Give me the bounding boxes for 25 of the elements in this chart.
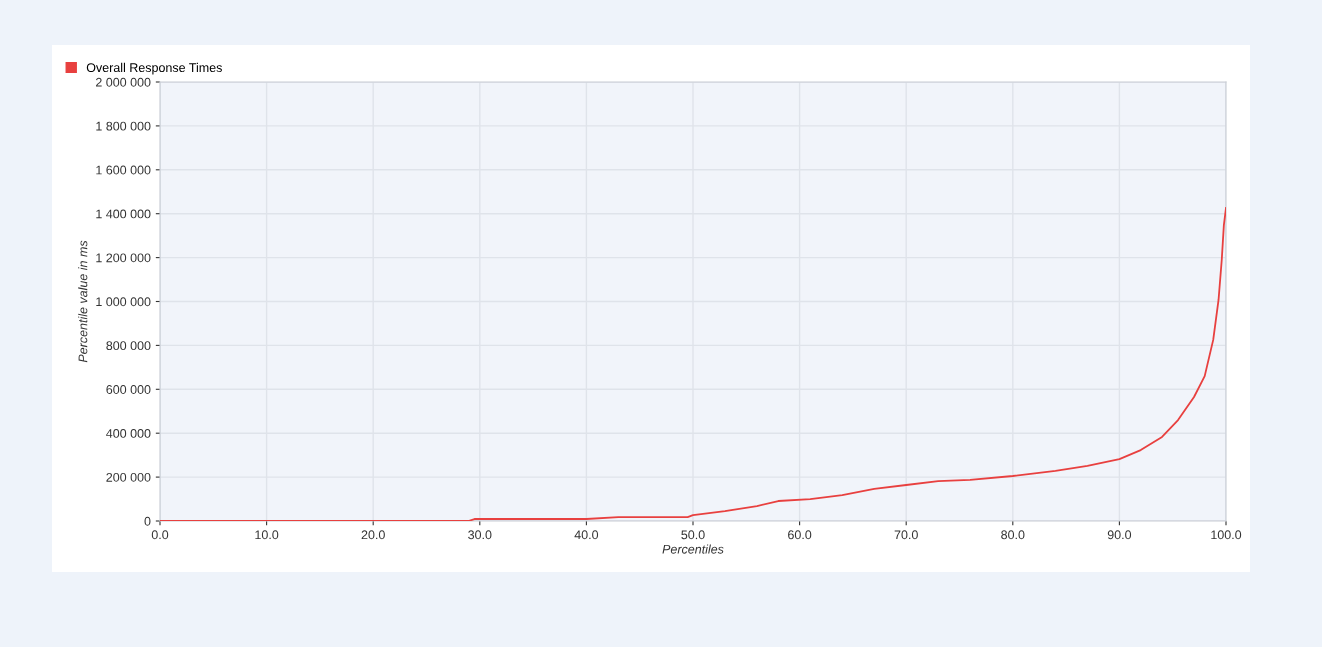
x-tick-label: 50.0 [681,530,705,540]
y-tick-label: 0 [144,516,151,526]
x-tick-label: 70.0 [894,530,918,540]
x-tick-label: 0.0 [151,530,169,540]
y-tick-label: 1 400 000 [96,209,151,219]
x-tick-label: 10.0 [255,530,279,540]
x-axis-title: Percentiles [662,544,724,554]
x-tick-label: 40.0 [574,530,599,540]
legend-label: Overall Response Times [86,62,222,75]
y-tick-label: 200 000 [106,472,151,482]
x-tick-label: 90.0 [1107,530,1132,540]
y-tick-label: 600 000 [106,385,151,394]
x-tick-label: 100.0 [1211,530,1242,540]
x-tick-label: 30.0 [468,530,492,540]
x-tick-label: 60.0 [788,530,812,540]
y-axis-title: Percentile value in ms [78,240,88,363]
y-tick-label: 1 000 000 [96,297,151,307]
y-tick-label: 1 800 000 [96,121,151,131]
x-tick-label: 80.0 [1001,530,1025,540]
y-tick-label: 1 200 000 [96,253,151,263]
y-tick-label: 2 000 000 [96,77,151,87]
y-tick-label: 400 000 [106,429,151,438]
x-tick-label: 20.0 [361,530,385,540]
y-tick-label: 800 000 [106,341,151,351]
y-tick-label: 1 600 000 [96,165,151,175]
